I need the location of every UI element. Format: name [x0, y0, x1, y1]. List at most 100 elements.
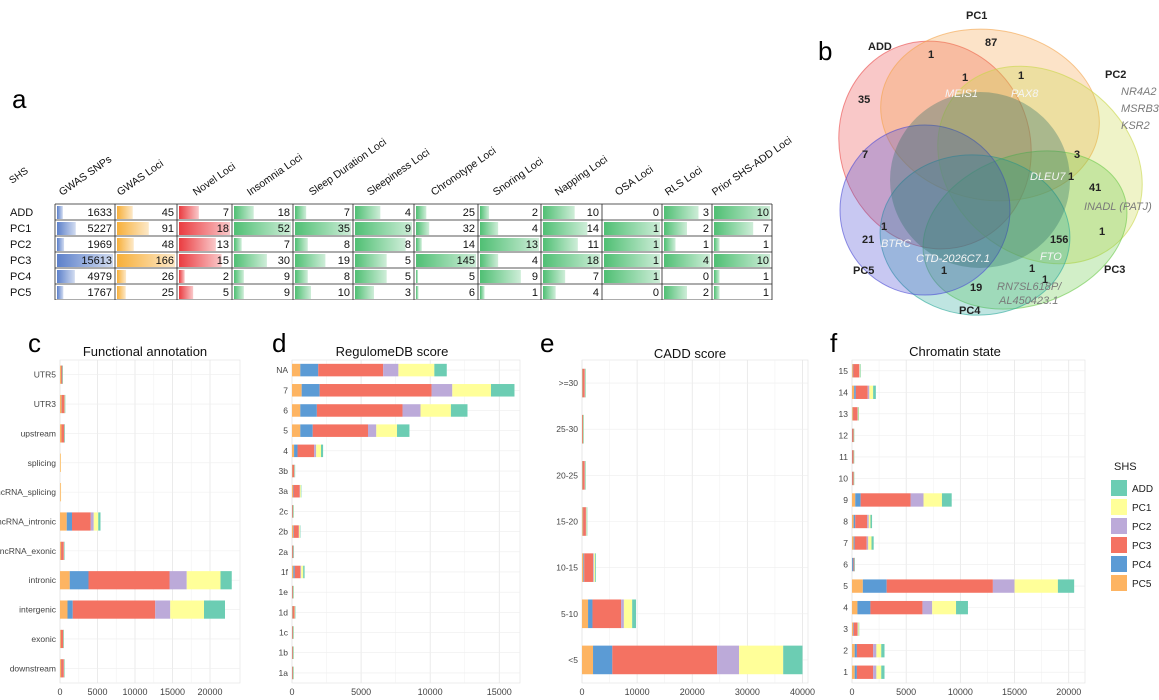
- bar-segment-pc3: [292, 505, 293, 518]
- bar-segment-pc1: [857, 622, 859, 636]
- bar-segment-pc4: [853, 622, 854, 636]
- bar-segment-add: [303, 565, 305, 579]
- bar-segment-pc1: [60, 453, 61, 472]
- bar-segment-pc5: [292, 363, 301, 377]
- bar-segment-pc5: [582, 461, 583, 490]
- y-tick-label: 20-25: [556, 470, 578, 480]
- table-cell-value: 10: [338, 287, 350, 299]
- table-cell-value: 7: [593, 271, 599, 283]
- bar-segment-pc1: [299, 525, 300, 538]
- bar-segment-pc5: [582, 645, 594, 675]
- bar-segment-pc3: [582, 368, 585, 398]
- bar-segment-add: [881, 644, 885, 658]
- table-row-label: PC3: [10, 255, 31, 267]
- bar-segment-pc3: [582, 461, 585, 490]
- table-cell-value: 2: [532, 207, 538, 219]
- x-tick-label: 5000: [896, 687, 916, 697]
- bar-segment-pc5: [852, 364, 853, 378]
- table-cell-bar: [355, 270, 387, 283]
- venn-count-pc2-pc3: 3: [1074, 149, 1080, 161]
- table-cell-value: 5: [223, 287, 229, 299]
- y-tick-label: UTR5: [34, 370, 56, 380]
- bar-segment-pc3: [61, 541, 64, 560]
- bar-segment-pc3: [852, 450, 854, 464]
- table-cell-value: 2: [703, 287, 709, 299]
- y-tick-label: downstream: [10, 663, 56, 673]
- bar-segment-pc1: [623, 599, 633, 629]
- table-cell-bar: [664, 238, 676, 251]
- venn-set-add: [838, 40, 1032, 250]
- y-tick-label: 14: [839, 387, 849, 397]
- table-cell-bar: [117, 286, 126, 299]
- y-tick-label: 3b: [279, 466, 289, 476]
- table-cell-bar: [664, 286, 687, 299]
- table-cell-value: 45: [162, 207, 174, 219]
- bar-segment-pc2: [857, 622, 858, 636]
- y-tick-label: intergenic: [19, 605, 57, 615]
- table-cell-value: 145: [457, 255, 475, 267]
- bar-segment-pc3: [292, 646, 293, 659]
- venn-set-pc1: [880, 28, 1100, 202]
- bar-segment-pc4: [67, 600, 73, 619]
- bar-segment-add: [854, 557, 855, 572]
- bar-segment-pc3: [60, 629, 64, 649]
- table-cell-value: 19: [338, 255, 350, 267]
- table-cell-bar: [57, 286, 64, 299]
- table-cell-value: 1: [703, 239, 709, 251]
- table-cell-bar: [480, 222, 499, 235]
- bar-segment-pc2: [314, 444, 317, 458]
- table-cell-value: 4: [703, 255, 709, 267]
- table-cell-value: 0: [653, 287, 659, 299]
- table-row-label: PC4: [10, 271, 31, 283]
- bar-segment-pc4: [853, 536, 855, 550]
- bar-segment-pc1: [301, 565, 304, 579]
- table-cell-bar: [543, 222, 588, 235]
- table-cell-bar: [480, 270, 521, 283]
- table-cell-bar: [295, 206, 307, 219]
- bar-segment-pc2: [910, 493, 924, 507]
- bar-segment-add: [63, 629, 64, 649]
- table-cell-bar: [234, 206, 254, 219]
- y-tick-label: 8: [843, 517, 848, 527]
- bar-segment-pc2: [593, 553, 594, 582]
- bar-segment-pc3: [293, 525, 299, 538]
- bar-segment-add: [594, 553, 596, 582]
- loci-summary-table: SHS GWAS SNPs GWAS Loci Novel Loci Insomnia …: [7, 134, 794, 300]
- x-tick-label: 10000: [418, 687, 443, 697]
- bar-segment-pc5: [852, 514, 854, 529]
- table-cell-bar: [604, 254, 660, 267]
- bar-segment-pc3: [292, 626, 293, 639]
- y-tick-label: 3a: [279, 486, 289, 496]
- bar-segment-add: [860, 364, 861, 378]
- venn-gene-pax8: PAX8: [1011, 88, 1039, 100]
- table-cell-bar: [355, 286, 374, 299]
- bar-segment-pc3: [316, 404, 403, 417]
- bar-segment-pc1: [398, 363, 435, 377]
- table-cell-bar: [355, 222, 412, 235]
- venn-set-label-add: ADD: [868, 41, 892, 53]
- table-cell-bar: [295, 286, 311, 299]
- y-tick-label: 7: [843, 538, 848, 548]
- table-cell-bar: [117, 206, 133, 219]
- bar-segment-pc1: [857, 407, 859, 421]
- venn-gene-ksr2: KSR2: [1121, 120, 1150, 132]
- y-tick-label: ncRNA_splicing: [0, 487, 56, 497]
- table-cell-value: 0: [703, 271, 709, 283]
- table-cell-bar: [57, 238, 65, 251]
- table-cell-bar: [295, 270, 308, 283]
- bar-segment-pc4: [300, 404, 317, 417]
- legend-swatch-pc4: [1111, 556, 1127, 572]
- venn-set-pc5: [839, 124, 1011, 296]
- bar-segment-pc3: [855, 385, 868, 399]
- x-tick-label: 5000: [87, 687, 107, 697]
- bar-segment-pc4: [852, 364, 854, 378]
- bar-segment-pc2: [300, 565, 302, 579]
- table-cell-value: 4: [532, 223, 538, 235]
- bar-segment-pc1: [593, 553, 595, 582]
- table-cell-value: 1: [653, 223, 659, 235]
- legend-label: PC1: [1132, 503, 1152, 514]
- y-tick-label: 1a: [279, 668, 289, 678]
